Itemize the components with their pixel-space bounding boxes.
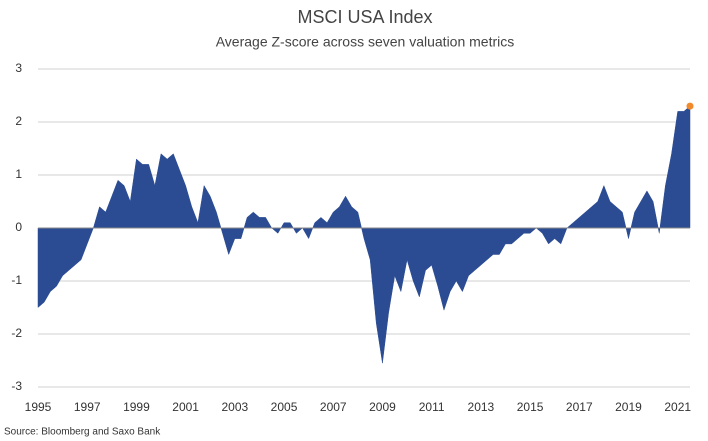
x-tick-label: 2001 (172, 400, 199, 414)
x-tick-label: 2013 (468, 400, 495, 414)
x-tick-label: 1999 (123, 400, 150, 414)
x-tick-label: 2017 (566, 400, 593, 414)
x-tick-label: 2019 (615, 400, 642, 414)
x-tick-label: 2021 (664, 400, 691, 414)
y-tick-label: -3 (11, 379, 22, 393)
x-tick-label: 2007 (320, 400, 347, 414)
y-tick-label: 0 (15, 220, 22, 234)
chart-title: MSCI USA Index (297, 7, 432, 27)
y-tick-label: 1 (15, 167, 22, 181)
x-tick-label: 1997 (74, 400, 101, 414)
x-tick-label: 2011 (419, 400, 445, 414)
y-tick-label: 2 (15, 114, 22, 128)
x-tick-label: 2015 (517, 400, 544, 414)
y-tick-label: -2 (11, 326, 22, 340)
x-tick-label: 1995 (25, 400, 52, 414)
y-tick-label: 3 (15, 61, 22, 75)
area (37, 105, 691, 364)
x-tick-label: 2005 (271, 400, 298, 414)
y-tick-label: -1 (11, 273, 22, 287)
x-tick-label: 2003 (221, 400, 248, 414)
last-point (686, 102, 694, 110)
source: Source: Bloomberg and Saxo Bank (4, 427, 161, 438)
x-tick-label: 2009 (369, 400, 396, 414)
chart-subtitle: Average Z-score across seven valuation m… (216, 34, 515, 50)
